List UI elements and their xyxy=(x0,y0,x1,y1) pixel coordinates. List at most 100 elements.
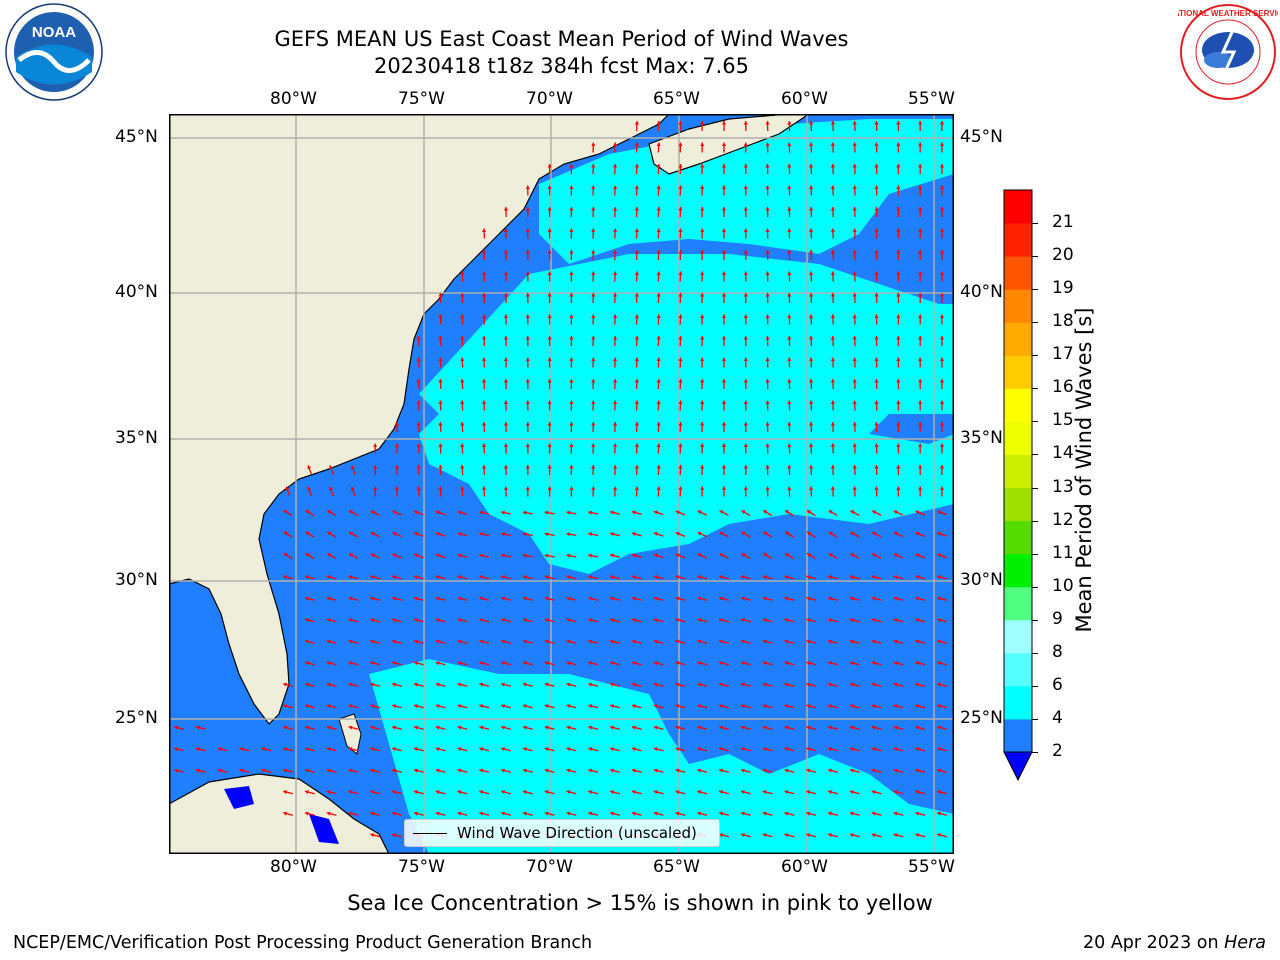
wind-wave-arrow-head xyxy=(896,142,901,146)
wind-wave-arrow-head xyxy=(631,661,636,666)
legend-line-swatch xyxy=(413,832,447,834)
colorbar-tick-label: 8 xyxy=(1052,641,1063,662)
wind-wave-arrow-head xyxy=(830,228,835,233)
wind-wave-arrow-head xyxy=(678,443,683,448)
wind-wave-arrow-head xyxy=(569,443,574,447)
wind-wave-arrow-head xyxy=(700,142,705,146)
colorbar-tick-label: 20 xyxy=(1052,245,1074,266)
wind-wave-arrow-head xyxy=(896,465,901,469)
wind-wave-arrow-head xyxy=(479,596,484,601)
wind-wave-arrow-head xyxy=(591,486,596,491)
wind-wave-arrow-head xyxy=(939,271,945,275)
colorbar-band xyxy=(1004,553,1032,588)
lat-tick-right-35n: 35°N xyxy=(960,428,1003,448)
wind-wave-arrow-head xyxy=(588,790,593,795)
wind-wave-arrow-head xyxy=(634,207,639,211)
wind-wave-arrow-head xyxy=(304,704,309,709)
wind-wave-arrow-head xyxy=(435,811,440,816)
wind-wave-arrow-head xyxy=(656,250,661,254)
wind-wave-arrow-head xyxy=(547,379,552,383)
wind-wave-arrow-head xyxy=(457,725,462,730)
wind-wave-arrow-head xyxy=(740,639,745,644)
wind-wave-arrow-head xyxy=(373,443,378,447)
wind-wave-arrow-head xyxy=(740,682,745,687)
wind-wave-arrow-head xyxy=(460,443,465,448)
wind-wave-arrow-head xyxy=(896,293,901,297)
wind-wave-arrow-head xyxy=(326,768,331,773)
wind-wave-arrow-head xyxy=(326,790,331,795)
colorbar-tick-mark xyxy=(1032,289,1038,291)
wind-wave-arrow-head xyxy=(653,790,658,795)
wind-wave-arrow-head xyxy=(852,379,857,383)
wind-wave-arrow-head xyxy=(743,207,748,211)
wind-wave-arrow-head xyxy=(915,596,920,601)
wind-wave-arrow-head xyxy=(828,747,832,752)
wind-wave-arrow-head xyxy=(525,250,530,254)
wind-wave-arrow-head xyxy=(653,596,658,601)
wind-wave-arrow-head xyxy=(435,575,440,580)
chart-subtitle-run: 20230418 t18z 384h fcst Max: 7.65 xyxy=(374,54,749,78)
wind-wave-arrow-head xyxy=(762,790,767,795)
wind-wave-arrow-head xyxy=(457,553,462,558)
wind-wave-arrow-head xyxy=(809,465,814,469)
wind-wave-arrow-head xyxy=(482,228,487,233)
wind-wave-arrow-head xyxy=(569,379,574,383)
wind-wave-arrow-head xyxy=(307,486,312,491)
wind-wave-arrow-head xyxy=(809,379,814,383)
wind-wave-arrow-head xyxy=(787,142,792,147)
wind-wave-arrow-head xyxy=(591,185,596,190)
wind-wave-arrow-head xyxy=(460,336,465,340)
wind-wave-arrow-head xyxy=(413,596,418,601)
wind-wave-arrow-head xyxy=(522,682,527,687)
wind-wave-arrow-head xyxy=(762,704,767,709)
chart-title: GEFS MEAN US East Coast Mean Period of W… xyxy=(274,27,849,51)
wind-wave-arrow-head xyxy=(569,357,574,361)
wind-wave-arrow-head xyxy=(787,314,792,319)
wind-wave-arrow-head xyxy=(547,271,552,275)
wind-wave-arrow-head xyxy=(874,465,879,469)
colorbar-tick-label: 15 xyxy=(1052,410,1074,431)
wind-wave-arrow-head xyxy=(631,596,636,601)
wind-wave-arrow-head xyxy=(743,142,748,146)
wind-wave-arrow-head xyxy=(787,336,792,340)
wind-wave-arrow-head xyxy=(765,185,770,189)
wind-wave-arrow-head xyxy=(806,531,811,536)
wind-wave-arrow-head xyxy=(830,293,835,297)
colorbar-tick-label: 6 xyxy=(1052,674,1063,695)
wind-wave-arrow-head xyxy=(830,336,835,340)
wind-wave-arrow-head xyxy=(871,768,876,773)
wind-wave-arrow-head xyxy=(893,682,898,687)
wind-wave-arrow-head xyxy=(785,510,790,514)
wind-wave-arrow-head xyxy=(283,725,287,730)
wind-wave-arrow-head xyxy=(784,704,789,709)
wind-wave-arrow-head xyxy=(392,725,396,730)
colorbar-tick-mark xyxy=(1032,652,1038,654)
colorbar-band xyxy=(1004,322,1032,356)
wind-wave-arrow-head xyxy=(479,575,484,580)
wind-wave-arrow-head xyxy=(828,768,832,773)
wind-wave-arrow-head xyxy=(370,833,375,838)
wind-wave-arrow-head xyxy=(547,293,552,297)
wind-wave-arrow-head xyxy=(656,336,661,340)
lat-tick-left-45n: 45°N xyxy=(115,127,158,147)
wind-wave-arrow-head xyxy=(413,704,418,709)
wind-wave-arrow-head xyxy=(852,336,857,340)
wind-wave-arrow-head xyxy=(828,510,833,514)
wind-wave-arrow-head xyxy=(525,422,530,426)
wind-wave-arrow-head xyxy=(828,704,832,709)
wind-wave-arrow-head xyxy=(675,704,680,709)
wind-wave-arrow-head xyxy=(613,250,618,254)
wind-wave-arrow-head xyxy=(566,704,571,709)
wind-wave-arrow-head xyxy=(700,465,705,469)
wind-wave-arrow-head xyxy=(370,747,375,752)
wind-wave-arrow-head xyxy=(326,725,331,730)
wind-wave-arrow-head xyxy=(762,768,767,773)
colorbar-tick-mark xyxy=(1032,553,1038,555)
wind-wave-arrow-head xyxy=(438,422,443,426)
wind-wave-arrow-head xyxy=(174,747,178,752)
wind-wave-arrow-head xyxy=(915,833,920,838)
wind-wave-arrow-head xyxy=(697,575,702,580)
wind-wave-arrow-head xyxy=(700,422,705,426)
wind-wave-arrow-head xyxy=(743,465,748,469)
wind-wave-arrow-head xyxy=(721,379,727,383)
